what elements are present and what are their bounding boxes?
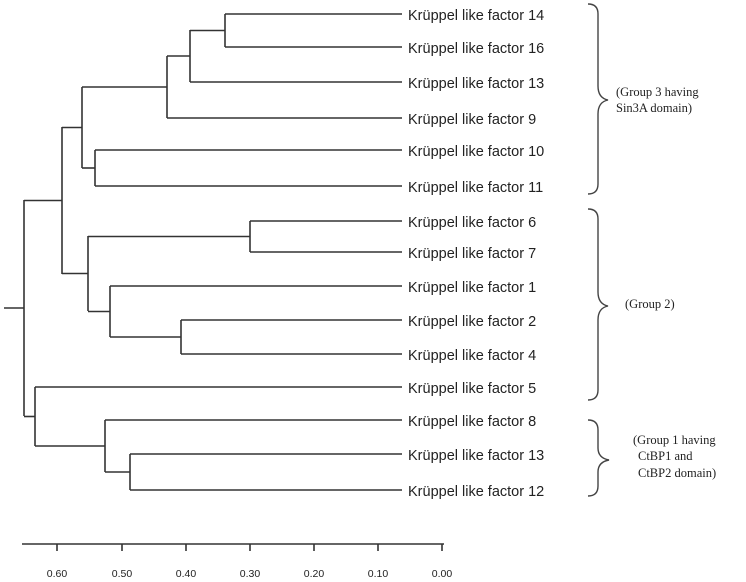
group-2-label: (Group 2) xyxy=(625,297,675,311)
axis-tick-label: 0.60 xyxy=(47,568,68,580)
leaf-label: Krüppel like factor 13 xyxy=(408,448,544,464)
leaf-label: Krüppel like factor 14 xyxy=(408,8,544,24)
leaf-label: Krüppel like factor 5 xyxy=(408,381,536,397)
axis-tick-label: 0.20 xyxy=(304,568,325,580)
group-1-label-line-3: CtBP2 domain) xyxy=(638,466,716,480)
leaf-label: Krüppel like factor 9 xyxy=(408,112,536,128)
tree-branches xyxy=(4,13,402,491)
leaf-label: Krüppel like factor 4 xyxy=(408,348,536,364)
axis-tick-label: 0.00 xyxy=(432,568,453,580)
axis-tick-label: 0.40 xyxy=(176,568,197,580)
leaf-label: Krüppel like factor 11 xyxy=(408,180,543,196)
group-1-label-line-1: (Group 1 having xyxy=(633,433,716,447)
distance-axis: 0.60 0.50 0.40 0.30 0.20 0.10 0.00 xyxy=(22,543,453,580)
leaf-label: Krüppel like factor 12 xyxy=(408,484,544,500)
leaf-label: Krüppel like factor 7 xyxy=(408,246,536,262)
group-3-label-line-2: Sin3A domain) xyxy=(616,101,692,115)
group-1-label-line-2: CtBP1 and xyxy=(638,449,693,463)
group-1-brace xyxy=(587,419,610,497)
leaf-label: Krüppel like factor 2 xyxy=(408,314,536,330)
leaf-labels: Krüppel like factor 14 Krüppel like fact… xyxy=(408,8,544,500)
axis-ticks xyxy=(56,544,443,551)
leaf-label: Krüppel like factor 8 xyxy=(408,414,536,430)
leaf-label: Krüppel like factor 13 xyxy=(408,76,544,92)
axis-tick-label: 0.50 xyxy=(112,568,133,580)
group-labels: (Group 3 having Sin3A domain) (Group 2) … xyxy=(616,85,716,480)
leaf-label: Krüppel like factor 16 xyxy=(408,41,544,57)
group-3-brace xyxy=(587,3,609,195)
group-2-brace xyxy=(587,208,609,401)
axis-tick-label: 0.30 xyxy=(240,568,261,580)
leaf-label: Krüppel like factor 1 xyxy=(408,280,536,296)
leaf-label: Krüppel like factor 6 xyxy=(408,215,536,231)
group-braces xyxy=(587,3,610,497)
leaf-label: Krüppel like factor 10 xyxy=(408,144,544,160)
group-3-label-line-1: (Group 3 having xyxy=(616,85,699,99)
axis-tick-label: 0.10 xyxy=(368,568,389,580)
